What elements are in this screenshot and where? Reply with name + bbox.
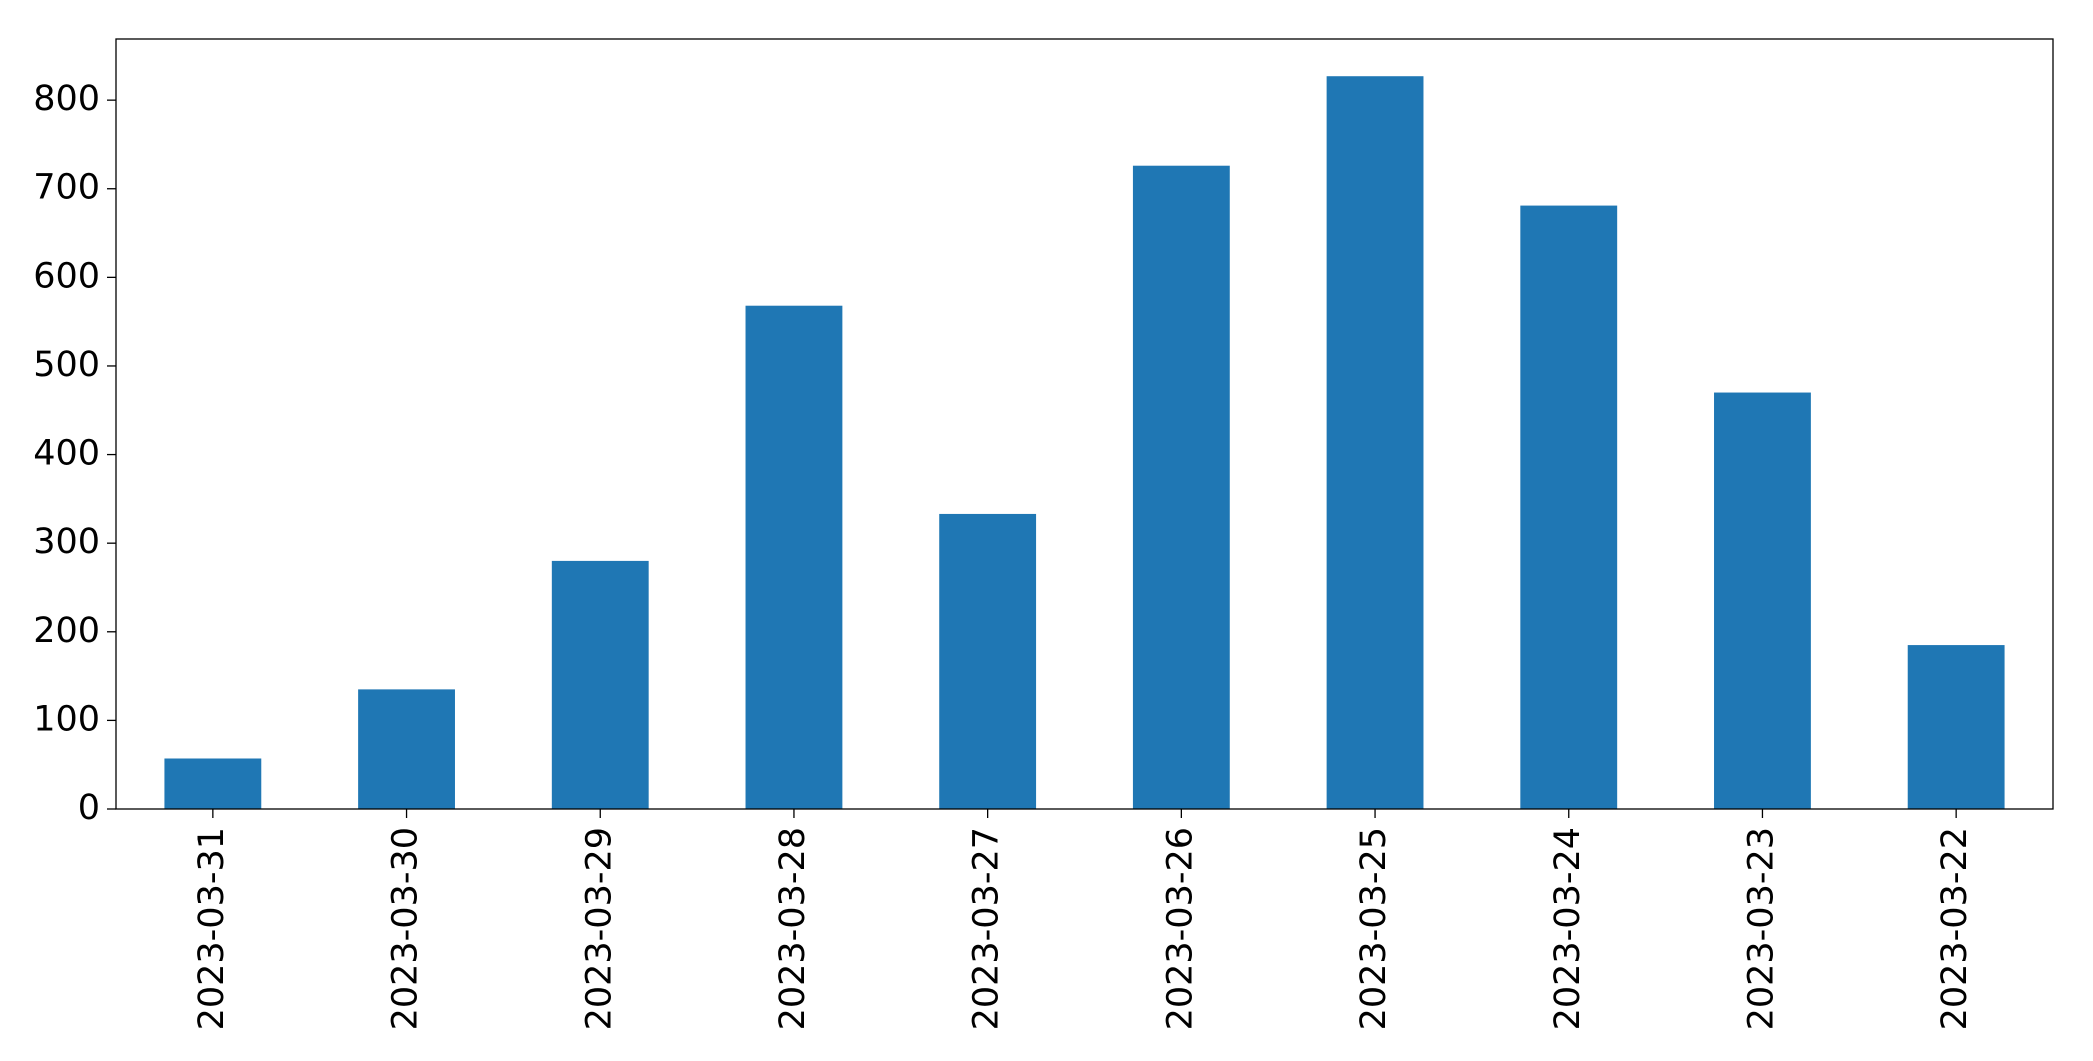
y-tick-label: 300 [33,522,100,562]
bar [1520,205,1618,809]
y-tick-label: 400 [33,434,100,474]
x-tick-label: 2023-03-26 [1160,827,1200,1030]
x-tick-label: 2023-03-25 [1354,827,1394,1030]
bar [1132,165,1230,809]
bar [1714,392,1811,809]
bar [939,513,1037,809]
x-tick-label: 2023-03-29 [579,827,619,1030]
x-tick-label: 2023-03-31 [192,827,232,1030]
bar [358,689,455,809]
bar [1326,76,1424,809]
x-tick-label: 2023-03-28 [773,827,813,1030]
bar [745,305,843,809]
bar [1907,645,2005,809]
bar [551,560,649,809]
y-tick-label: 0 [78,788,100,828]
y-tick-label: 800 [33,79,100,119]
bar [164,758,262,809]
y-tick-label: 200 [33,611,100,651]
y-tick-label: 100 [33,699,100,739]
x-tick-label: 2023-03-27 [967,827,1007,1030]
y-tick-label: 500 [33,345,100,385]
x-tick-label: 2023-03-30 [386,827,426,1030]
plot-frame [115,38,2054,810]
x-tick-label: 2023-03-22 [1935,827,1975,1030]
y-tick-label: 700 [33,168,100,208]
y-tick-label: 600 [33,256,100,296]
x-tick-label: 2023-03-23 [1741,827,1781,1030]
x-tick-label: 2023-03-24 [1548,827,1588,1030]
